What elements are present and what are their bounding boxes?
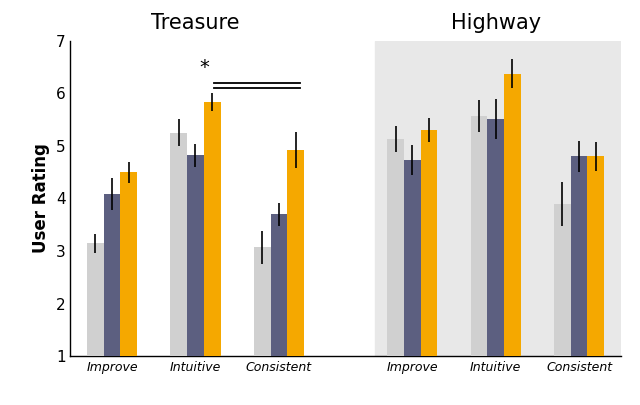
Bar: [420, 130, 437, 405]
Bar: [120, 172, 137, 405]
Text: *: *: [199, 58, 209, 77]
Bar: [404, 160, 420, 405]
Bar: [287, 150, 304, 405]
Bar: [204, 102, 221, 405]
Bar: [470, 116, 488, 405]
Text: Treasure: Treasure: [151, 13, 240, 33]
Bar: [554, 204, 571, 405]
Bar: [588, 156, 604, 405]
Bar: [104, 194, 120, 405]
Bar: [271, 214, 287, 405]
Bar: [375, 40, 625, 356]
Y-axis label: User Rating: User Rating: [32, 143, 50, 254]
Bar: [170, 133, 187, 405]
Bar: [387, 139, 404, 405]
Bar: [254, 247, 271, 405]
Bar: [571, 156, 588, 405]
Bar: [504, 74, 521, 405]
Bar: [187, 155, 204, 405]
Bar: [488, 119, 504, 405]
Text: Highway: Highway: [451, 13, 541, 33]
Bar: [87, 243, 104, 405]
